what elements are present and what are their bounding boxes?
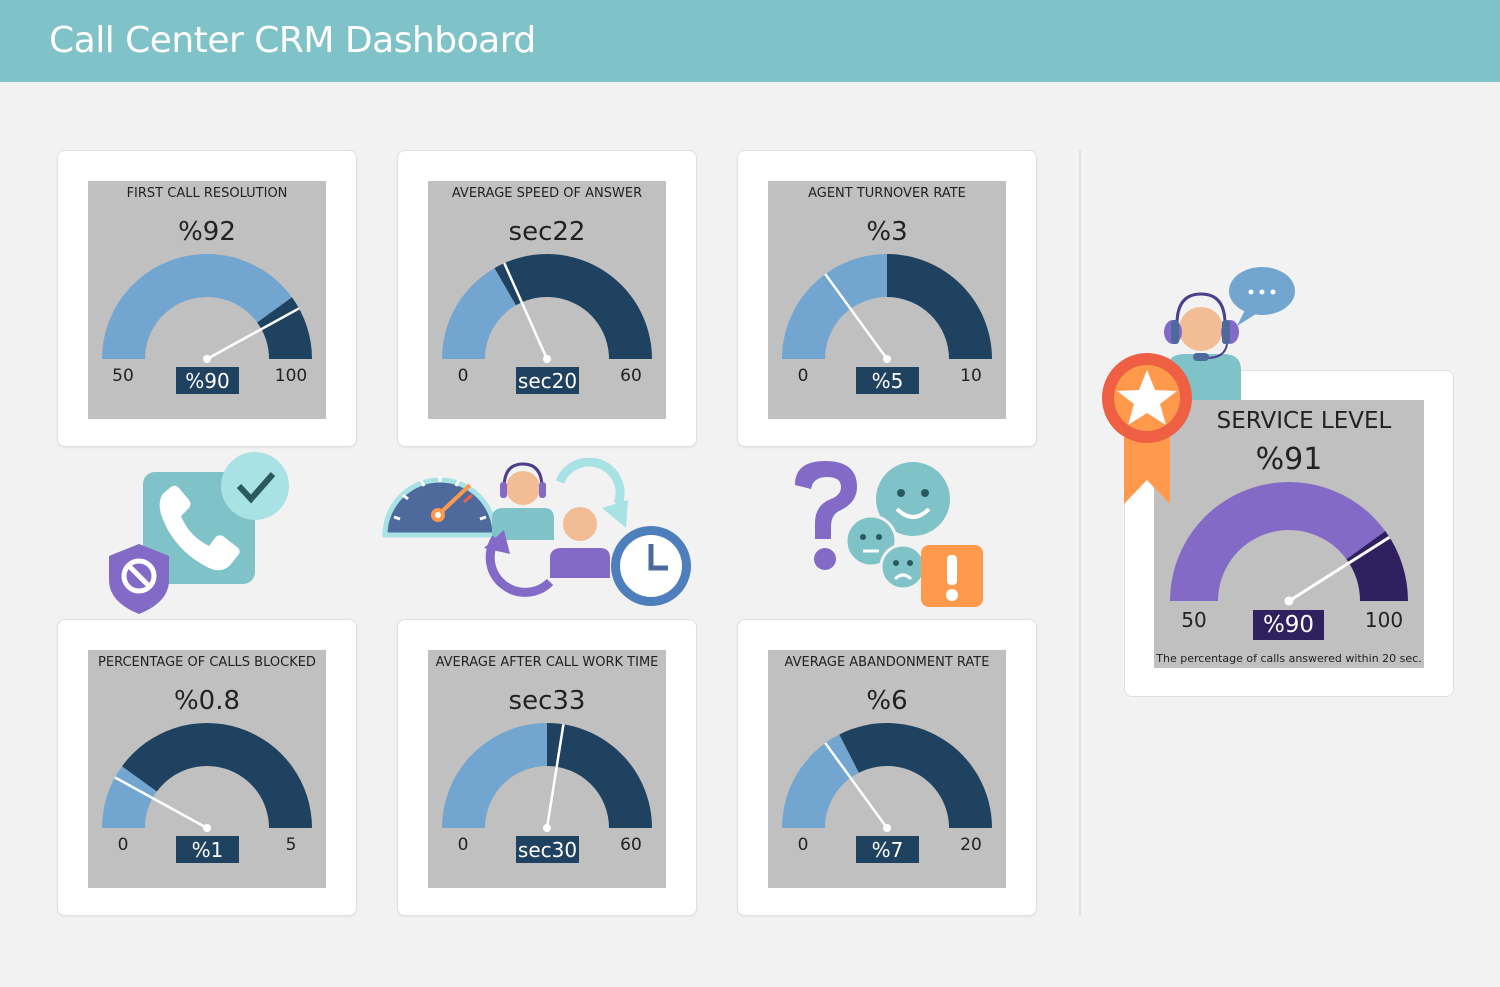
divider	[1079, 150, 1081, 916]
gauge-needle-pivot	[203, 355, 211, 363]
gauge-target-arc	[782, 734, 859, 828]
gauge-needle	[824, 742, 889, 829]
gauge-needle-pivot	[1284, 596, 1294, 606]
gauge-target-label: %1	[176, 836, 239, 863]
gauge-target-label: %7	[856, 836, 919, 863]
gauge-min-label: 0	[797, 366, 809, 386]
gauge-max-label: 5	[285, 835, 297, 855]
header: Call Center CRM Dashboard	[0, 0, 1500, 82]
award-ribbon-icon	[1102, 353, 1192, 504]
kpi-card: AVERAGE AFTER CALL WORK TIME sec33 0 sec…	[397, 619, 697, 916]
gauge-remaining-arc	[257, 297, 312, 359]
phone-check-icon	[143, 452, 289, 584]
speedometer-icon	[382, 476, 498, 538]
gauge-min-label: 0	[797, 835, 809, 855]
gauge-target-arc	[442, 268, 516, 359]
kpi-card: PERCENTAGE OF CALLS BLOCKED %0.8 0 %1 5	[57, 619, 357, 916]
service-level-note: The percentage of calls answered within …	[1156, 652, 1422, 665]
kpi-actual-value: sec33	[508, 686, 586, 716]
agent-headset-icon	[1164, 267, 1295, 400]
gauge-max-label: 100	[274, 366, 308, 386]
blocked-shield-icon	[109, 544, 169, 614]
gauge-target-arc	[1170, 481, 1386, 601]
kpi-card: AGENT TURNOVER RATE %3 0 %5 10	[737, 150, 1037, 447]
kpi-title: FIRST CALL RESOLUTION	[126, 186, 288, 201]
gauge-needle-pivot	[543, 824, 551, 832]
gauge-needle	[824, 273, 889, 360]
gauge-needle-pivot	[543, 355, 551, 363]
kpi-gauge	[442, 723, 652, 832]
page-title: Call Center CRM Dashboard	[49, 20, 536, 61]
kpi-title: AVERAGE SPEED OF ANSWER	[451, 186, 643, 201]
gauge-min-label: 50	[1181, 608, 1207, 632]
kpi-title: AVERAGE ABANDONMENT RATE	[784, 655, 990, 670]
kpi-title: AGENT TURNOVER RATE	[808, 186, 966, 201]
gauge-target-label: %5	[856, 367, 919, 394]
kpi-panel: AVERAGE SPEED OF ANSWER sec22 0 sec20 60	[428, 181, 666, 419]
service-level-title: SERVICE LEVEL	[1216, 408, 1392, 434]
gauge-min-label: 0	[457, 835, 469, 855]
kpi-actual-value: %92	[178, 217, 236, 247]
gauge-needle	[545, 724, 565, 829]
service-level-value: %91	[1255, 442, 1323, 477]
gauge-remaining-arc	[122, 723, 312, 828]
kpi-card: AVERAGE ABANDONMENT RATE %6 0 %7 20	[737, 619, 1037, 916]
kpi-actual-value: %6	[866, 686, 908, 716]
gauge-min-label: 50	[112, 366, 134, 386]
kpi-title: PERCENTAGE OF CALLS BLOCKED	[98, 655, 316, 670]
gauge-remaining-arc	[839, 723, 992, 828]
gauge-target-label: %90	[1253, 610, 1324, 640]
gauge-remaining-arc	[547, 723, 652, 828]
kpi-actual-value: sec22	[508, 217, 586, 247]
kpi-actual-value: %0.8	[173, 686, 241, 716]
gauge-target-arc	[102, 766, 157, 828]
gauge-needle-pivot	[883, 824, 891, 832]
service-level-gauge	[1170, 481, 1408, 606]
smiley-faces-icon	[795, 461, 983, 607]
kpi-panel: PERCENTAGE OF CALLS BLOCKED %0.8 0 %1 5	[88, 650, 326, 888]
question-mark-icon	[795, 461, 857, 570]
gauge-remaining-arc	[494, 254, 652, 359]
gauge-max-label: 60	[620, 835, 642, 855]
kpi-panel: AVERAGE ABANDONMENT RATE %6 0 %7 20	[768, 650, 1006, 888]
kpi-gauge	[442, 254, 652, 363]
kpi-card: FIRST CALL RESOLUTION %92 50 %90 100	[57, 150, 357, 447]
gauge-max-label: 60	[620, 366, 642, 386]
gauge-needle	[503, 262, 549, 360]
gauge-target-label: sec30	[516, 836, 579, 863]
kpi-gauge	[782, 254, 992, 363]
gauge-needle	[1288, 535, 1391, 603]
kpi-gauge	[102, 254, 312, 363]
kpi-panel: AVERAGE AFTER CALL WORK TIME sec33 0 sec…	[428, 650, 666, 888]
gauge-target-label: sec20	[516, 367, 579, 394]
gauge-target-label: %90	[176, 367, 239, 394]
kpi-actual-value: %3	[866, 217, 908, 247]
gauge-needle	[206, 307, 300, 361]
gauge-max-label: 20	[960, 835, 982, 855]
gauge-remaining-arc	[887, 254, 992, 359]
gauge-target-arc	[442, 723, 547, 828]
gauge-target-arc	[102, 254, 292, 359]
gauge-needle-pivot	[883, 355, 891, 363]
alert-icon	[921, 545, 983, 607]
kpi-gauge	[102, 723, 312, 832]
kpi-title: AVERAGE AFTER CALL WORK TIME	[435, 655, 659, 670]
gauge-needle	[114, 776, 208, 830]
kpi-panel: FIRST CALL RESOLUTION %92 50 %90 100	[88, 181, 326, 419]
gauge-target-arc	[782, 254, 887, 359]
gauge-max-label: 10	[960, 366, 982, 386]
gauge-min-label: 0	[457, 366, 469, 386]
kpi-gauge	[782, 723, 992, 832]
gauge-needle-pivot	[203, 824, 211, 832]
gauge-remaining-arc	[1346, 531, 1408, 601]
gauge-max-label: 100	[1364, 608, 1404, 632]
kpi-card: AVERAGE SPEED OF ANSWER sec22 0 sec20 60	[397, 150, 697, 447]
kpi-panel: AGENT TURNOVER RATE %3 0 %5 10	[768, 181, 1006, 419]
agent-headset-icon	[484, 458, 691, 606]
service-level-panel: SERVICE LEVEL %91 50 %90 100 The percent…	[1154, 400, 1424, 668]
gauge-min-label: 0	[117, 835, 129, 855]
